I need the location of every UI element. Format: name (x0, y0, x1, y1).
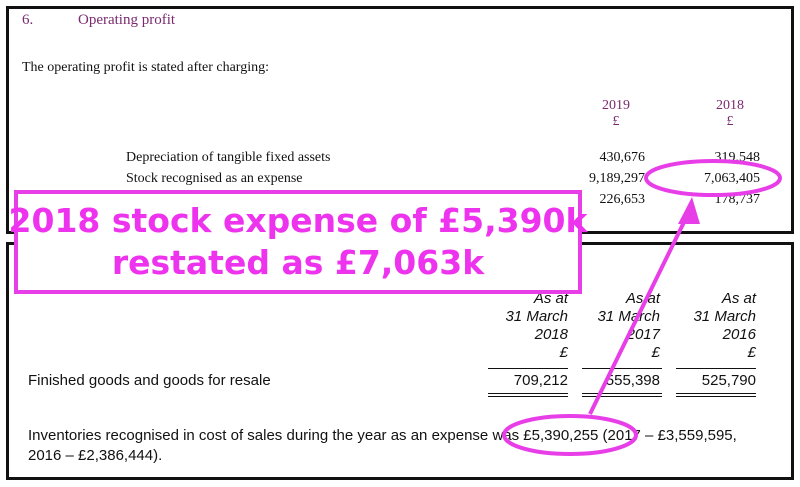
callout-line-1: 2018 stock expense of £5,390k (8, 201, 588, 240)
finished-goods-2017: 555,398 (605, 372, 660, 389)
callout-line-2: restated as £7,063k (111, 243, 485, 282)
col-header-as-at: As at (625, 290, 660, 307)
top-rule (488, 368, 568, 369)
row-label-depreciation: Depreciation of tangible fixed assets (126, 150, 331, 165)
col-header-year: 2016 (722, 326, 756, 343)
col-header-2017: As at 31 March 2017 £ (570, 290, 660, 362)
col-header-2018: As at 31 March 2018 £ (478, 290, 568, 362)
top-rule (676, 368, 756, 369)
intro-text: The operating profit is stated after cha… (22, 60, 269, 75)
inventories-note-text: Inventories recognised in cost of sales … (28, 427, 737, 464)
double-rule (488, 393, 568, 394)
col-header-year: 2017 (626, 326, 660, 343)
col-header-date: 31 March (597, 308, 660, 325)
finished-goods-2018: 709,212 (513, 372, 568, 389)
row-label-finished-goods: Finished goods and goods for resale (28, 372, 271, 389)
finished-goods-2016: 525,790 (701, 372, 756, 389)
double-rule (676, 393, 756, 394)
note-title: Operating profit (78, 12, 176, 28)
value-2019-other: 226,653 (599, 192, 646, 207)
value-2018-stock-expense: 7,063,405 (704, 171, 760, 186)
year-header-2019: 2019 (602, 98, 630, 113)
double-rule (582, 396, 662, 397)
col-header-year: 2018 (534, 326, 568, 343)
top-rule (582, 368, 662, 369)
value-2018-depreciation: 319,548 (714, 150, 761, 165)
double-rule (582, 393, 662, 394)
double-rule (488, 396, 568, 397)
col-header-date: 31 March (693, 308, 756, 325)
col-header-currency: £ (747, 344, 756, 361)
value-2019-depreciation: 430,676 (599, 150, 646, 165)
row-label-stock-expense: Stock recognised as an expense (126, 171, 303, 186)
col-header-as-at: As at (721, 290, 756, 307)
note-number: 6. (22, 12, 34, 28)
value-2018-other: 178,737 (714, 192, 761, 207)
col-header-as-at: As at (533, 290, 568, 307)
callout-box: 2018 stock expense of £5,390k restated a… (9, 190, 587, 294)
double-rule (676, 396, 756, 397)
col-header-currency: £ (559, 344, 568, 361)
col-header-2016: As at 31 March 2016 £ (666, 290, 756, 362)
col-header-currency: £ (651, 344, 660, 361)
col-header-date: 31 March (505, 308, 568, 325)
year-header-2018: 2018 (716, 98, 744, 113)
currency-header-2018: £ (726, 114, 734, 129)
currency-header-2019: £ (612, 114, 620, 129)
value-2019-stock-expense: 9,189,297 (589, 171, 645, 186)
